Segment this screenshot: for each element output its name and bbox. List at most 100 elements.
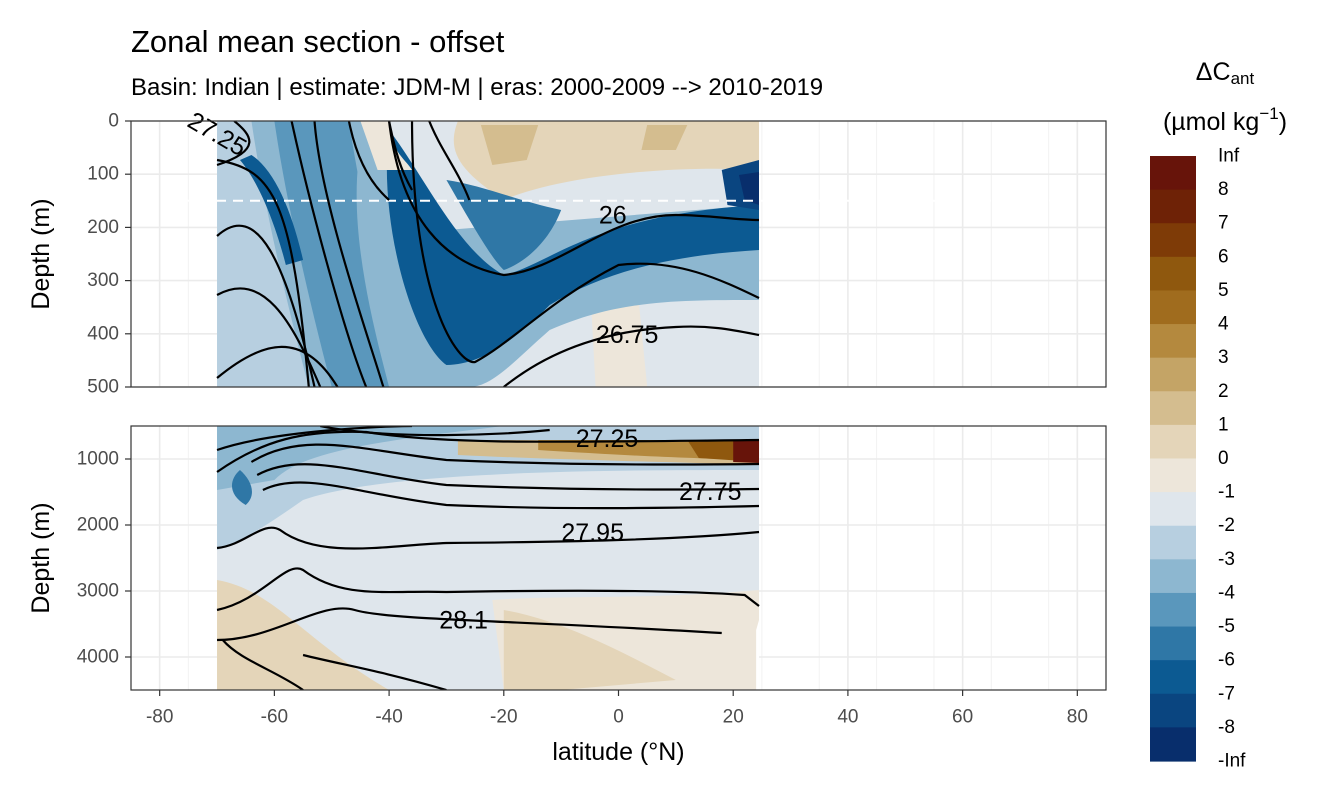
- x-tick-label: 80: [1067, 707, 1088, 728]
- contour-label: 27.75: [679, 478, 742, 506]
- x-tick-label: -60: [261, 707, 288, 728]
- contour-label: 28.1: [439, 607, 488, 635]
- contour-line: [216, 287, 322, 387]
- legend-label: 2: [1218, 381, 1229, 402]
- blank-region: [756, 620, 760, 690]
- legend-color-swatch: [1150, 424, 1196, 460]
- y-tick-label: 200: [87, 217, 119, 238]
- legend-label: -3: [1218, 549, 1235, 570]
- x-tick-label: -80: [146, 707, 173, 728]
- y-tick-label: 0: [108, 111, 119, 132]
- contour-line: [387, 121, 760, 277]
- legend-color-swatch: [1150, 290, 1196, 325]
- legend-units-superscript: −1: [1259, 104, 1278, 123]
- legend-units-close: ): [1279, 108, 1287, 136]
- contour-line: [302, 653, 447, 690]
- legend-color-swatch: [1150, 458, 1196, 493]
- contour-line: [256, 463, 760, 491]
- legend-label: 4: [1218, 314, 1229, 335]
- legend-color-swatch: [1150, 559, 1196, 594]
- legend-label: -2: [1218, 515, 1235, 536]
- legend-label: -7: [1218, 683, 1235, 704]
- x-tick-label: 40: [837, 707, 858, 728]
- contour-line: [262, 481, 760, 510]
- legend-color-swatch: [1150, 626, 1196, 661]
- lower-fill: [217, 426, 760, 690]
- contour-line: [216, 158, 310, 387]
- legend-units-main: (µmol kg: [1163, 108, 1259, 136]
- y-tick-label: 4000: [77, 647, 119, 668]
- fill-region: [503, 610, 676, 690]
- contour-line: [410, 121, 760, 364]
- legend-label: 1: [1218, 414, 1229, 435]
- legend-label: -5: [1218, 616, 1235, 637]
- legend-color-swatch: [1150, 693, 1196, 728]
- legend-color-swatch: [1150, 223, 1196, 258]
- contour-line: [216, 345, 339, 387]
- x-tick-label: 60: [952, 707, 973, 728]
- legend-label: -4: [1218, 582, 1235, 603]
- legend-color-swatch: [1150, 727, 1196, 762]
- contour-line: [290, 121, 368, 387]
- y-tick-label: 1000: [77, 449, 119, 470]
- legend-color-swatch: [1150, 324, 1196, 359]
- legend-color-swatch: [1150, 156, 1196, 191]
- y-axis-label: Depth (m): [27, 502, 55, 613]
- contour-line: [216, 121, 251, 167]
- legend-color-swatch: [1150, 391, 1196, 426]
- fill-region: [386, 130, 760, 365]
- legend-label: Inf: [1218, 146, 1240, 167]
- x-axis-label: latitude (°N): [552, 738, 684, 766]
- fill-region: [733, 440, 760, 463]
- contour-label: 27.95: [561, 519, 624, 547]
- chart-title: Zonal mean section - offset: [131, 24, 505, 59]
- y-tick-label: 100: [87, 164, 119, 185]
- fill-region: [217, 426, 504, 490]
- lower-panel: 27.25 27.75 27.95 28.1: [130, 425, 1107, 691]
- panel-border: [130, 120, 1107, 388]
- legend-title-subscript: ant: [1231, 69, 1255, 88]
- x-tick-label: 0: [613, 707, 624, 728]
- contour-line: [347, 121, 390, 201]
- legend: ΔCant (µmol kg−1) Inf 8 7 6 5 4 3 2 1 0 -1 -2 -3 -4 -5 -6…: [1150, 58, 1287, 772]
- legend-units: (µmol kg−1): [1163, 104, 1287, 137]
- legend-label: -1: [1218, 482, 1235, 503]
- legend-label: 3: [1218, 347, 1229, 368]
- legend-color-swatch: [1150, 189, 1196, 224]
- fill-region: [231, 470, 252, 505]
- fill-region: [274, 121, 401, 387]
- fill-region: [641, 125, 688, 150]
- contour-label: 26: [599, 202, 627, 230]
- legend-label: -8: [1218, 717, 1235, 738]
- contour-line: [428, 121, 471, 201]
- contour-label: 26.75: [596, 321, 659, 349]
- contour-line: [216, 567, 760, 612]
- legend-label: 6: [1218, 246, 1229, 267]
- chart-subtitle: Basin: Indian | estimate: JDM-M | eras: …: [131, 74, 824, 101]
- contour-line: [216, 526, 760, 550]
- x-tick-label: -20: [490, 707, 517, 728]
- y-axis-label: Depth (m): [27, 198, 55, 309]
- x-tick-label: 20: [723, 707, 744, 728]
- legend-title-main: ΔC: [1196, 58, 1231, 86]
- legend-label: 7: [1218, 213, 1229, 234]
- contour-line: [250, 443, 760, 466]
- x-tick-label: -40: [375, 707, 402, 728]
- lower-contours: [216, 426, 760, 690]
- contour-line: [320, 426, 550, 437]
- legend-label: -6: [1218, 650, 1235, 671]
- legend-color-swatch: [1150, 492, 1196, 527]
- fill-region: [738, 172, 760, 205]
- legend-color-swatch: [1150, 256, 1196, 292]
- legend-color-swatch: [1150, 357, 1196, 392]
- upper-fill: [217, 121, 760, 387]
- contour-line: [217, 607, 722, 642]
- legend-label: 5: [1218, 280, 1229, 301]
- contour-line: [388, 121, 413, 191]
- y-tick-label: 400: [87, 323, 119, 344]
- contour-line: [503, 325, 760, 387]
- y-tick-label: 500: [87, 377, 119, 398]
